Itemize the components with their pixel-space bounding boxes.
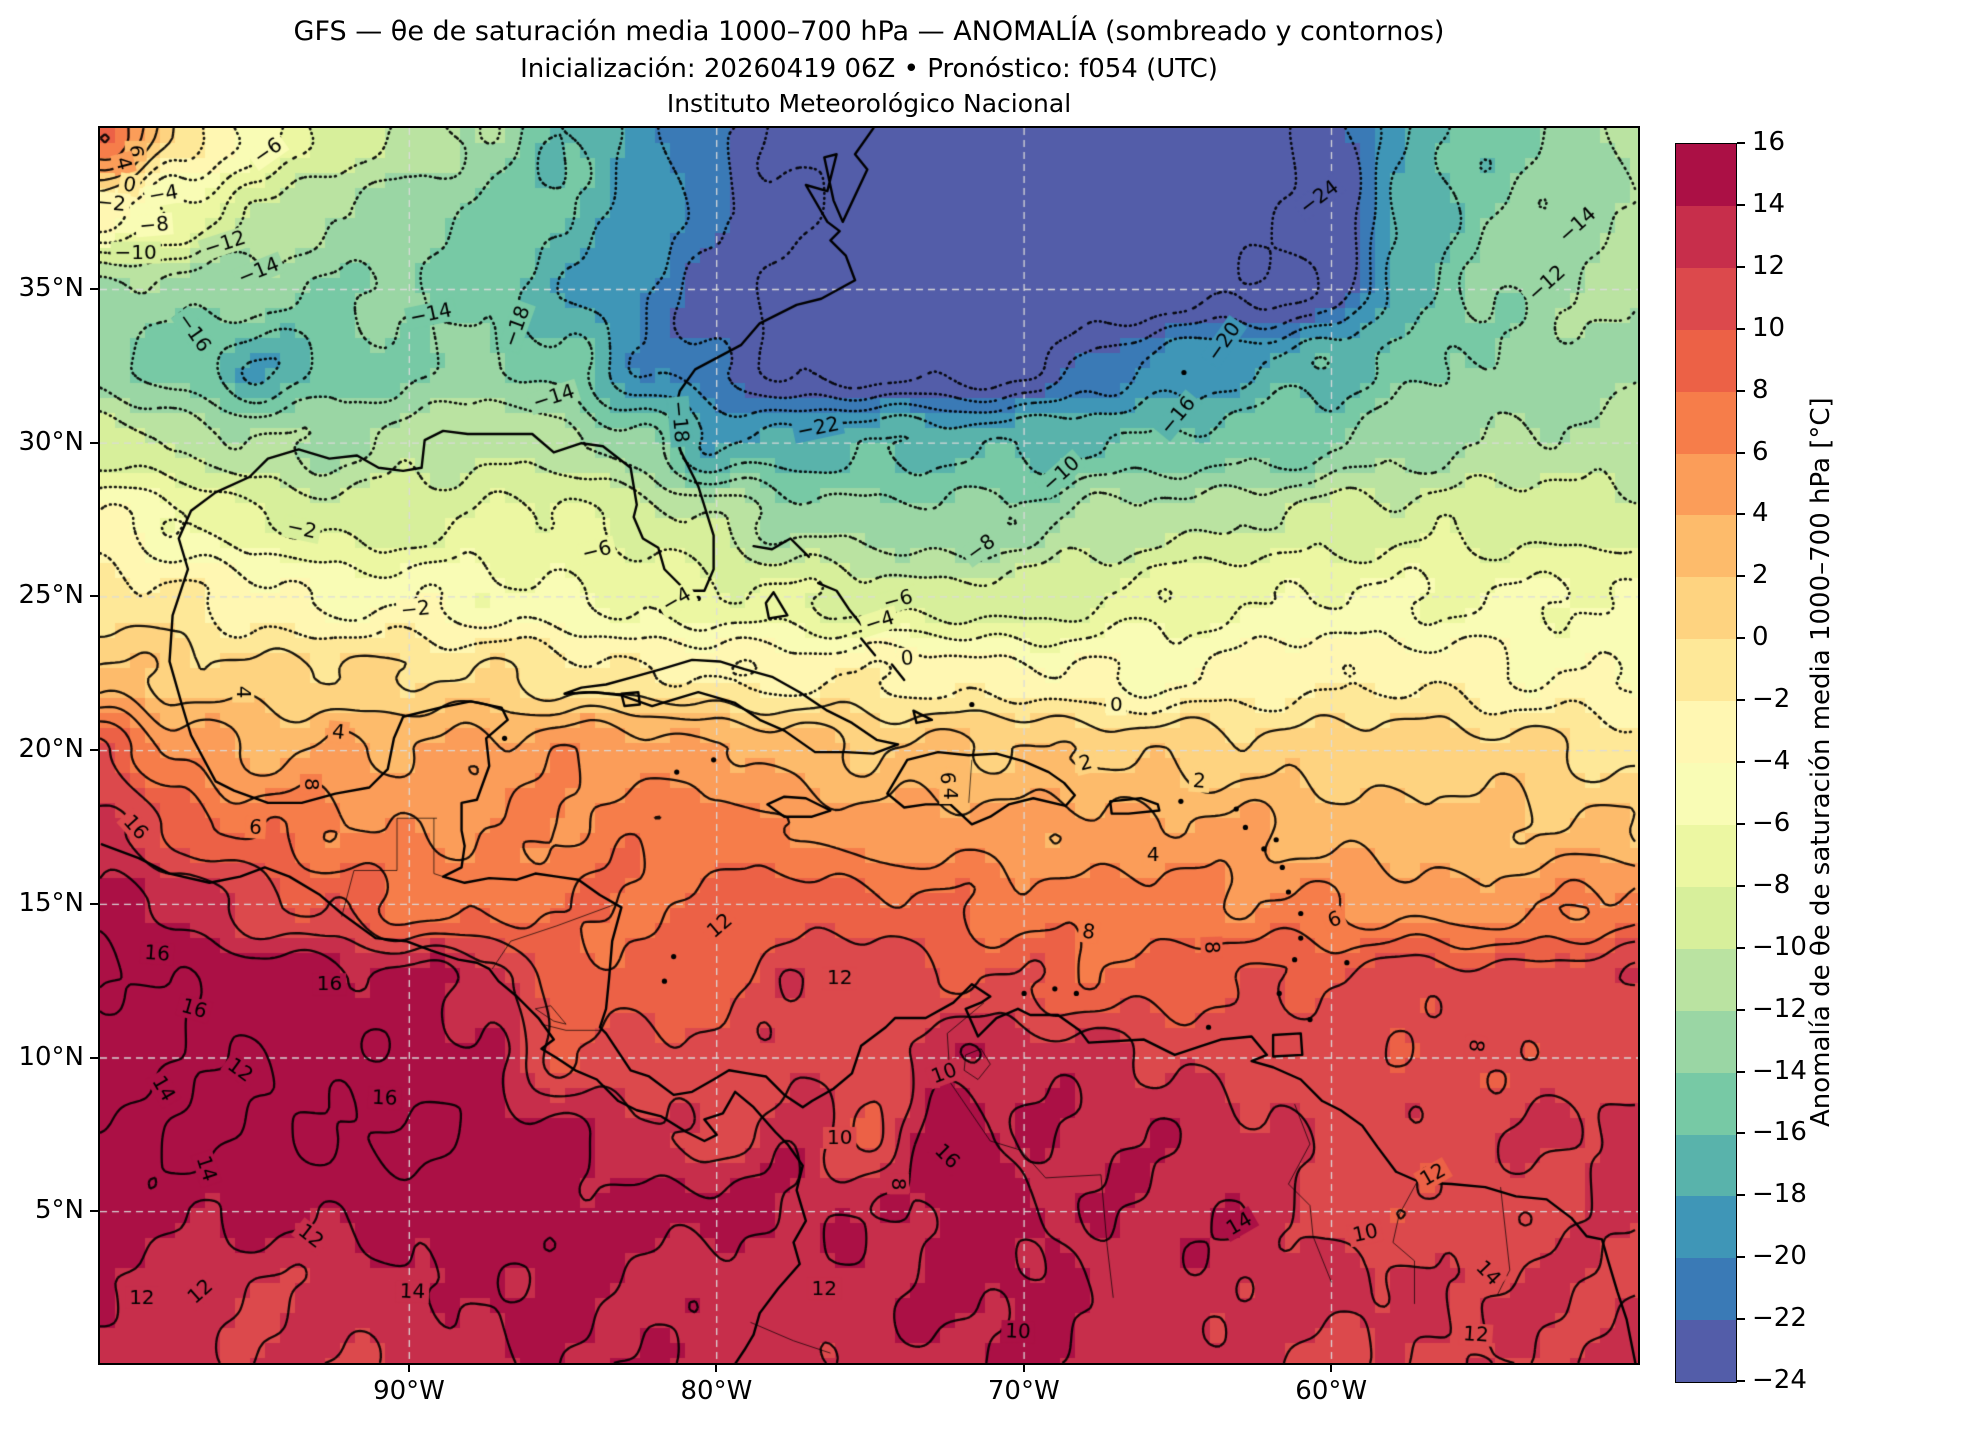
colorbar-tick-mark [1737, 1070, 1745, 1073]
colorbar-swatch [1676, 1072, 1736, 1135]
colorbar-swatch [1676, 824, 1736, 887]
colorbar-tick-label: 14 [1752, 188, 1786, 219]
colorbar-tick-mark [1737, 1256, 1745, 1259]
colorbar-tick-label: 8 [1752, 374, 1769, 405]
colorbar-tick-mark [1737, 575, 1745, 578]
plot-title: GFS — θe de saturación media 1000–700 hP… [293, 16, 1445, 47]
y-tick-label: 5°N [35, 1195, 84, 1226]
colorbar-tick-mark [1737, 203, 1745, 206]
colorbar-tick-mark [1737, 946, 1745, 949]
colorbar-tick-mark [1737, 327, 1745, 330]
x-tick-mark [408, 1364, 410, 1372]
colorbar-tick-label: −10 [1752, 931, 1807, 962]
x-tick-mark [1330, 1364, 1333, 1372]
colorbar-swatch [1676, 886, 1736, 949]
colorbar-tick-label: −4 [1752, 746, 1791, 776]
colorbar-swatch [1676, 453, 1736, 516]
colorbar-tick-mark [1737, 822, 1745, 825]
x-tick-mark [715, 1364, 718, 1372]
colorbar-swatch [1676, 1320, 1736, 1383]
colorbar-swatch [1676, 1134, 1736, 1197]
y-tick-label: 25°N [18, 580, 84, 611]
x-tick-mark [1022, 1364, 1025, 1372]
x-tick-label: 70°W [987, 1376, 1060, 1406]
y-tick-mark [90, 1056, 98, 1059]
colorbar-tick-label: −16 [1752, 1117, 1807, 1148]
colorbar-tick-label: 12 [1752, 250, 1786, 281]
colorbar-tick-label: 0 [1752, 622, 1769, 653]
colorbar-tick-mark [1737, 1318, 1745, 1321]
colorbar-swatch [1676, 329, 1736, 392]
y-tick-label: 15°N [18, 887, 84, 918]
y-tick-mark [90, 1210, 98, 1213]
y-tick-mark [90, 441, 98, 444]
colorbar-tick-label: −8 [1752, 869, 1791, 900]
colorbar-tick-mark [1737, 1008, 1745, 1011]
colorbar-swatch [1676, 391, 1736, 454]
plot-subtitle-institution: Instituto Meteorológico Nacional [666, 89, 1072, 118]
colorbar-tick-mark [1737, 1380, 1745, 1382]
y-tick-mark [90, 595, 98, 598]
colorbar-tick-label: −14 [1752, 1055, 1807, 1086]
y-tick-label: 10°N [18, 1041, 84, 1072]
colorbar-tick-label: 6 [1752, 436, 1769, 467]
colorbar-tick-mark [1737, 637, 1745, 640]
y-tick-mark [90, 902, 98, 905]
x-tick-label: 90°W [373, 1376, 445, 1406]
plot-subtitle-init-forecast: Inicialización: 20260419 06Z • Pronóstic… [520, 54, 1218, 84]
colorbar-tick-label: 16 [1752, 127, 1786, 157]
colorbar-tick-label: 10 [1752, 312, 1786, 343]
y-tick-label: 30°N [18, 426, 84, 457]
colorbar-tick-label: −2 [1752, 684, 1791, 715]
colorbar-swatch [1676, 267, 1736, 330]
y-tick-label: 35°N [18, 273, 84, 303]
x-tick-label: 80°W [680, 1376, 753, 1406]
colorbar-swatch [1676, 1010, 1736, 1073]
colorbar-tick-label: 2 [1752, 560, 1769, 591]
colorbar-tick-label: −22 [1752, 1303, 1807, 1334]
colorbar-tick-label: −18 [1752, 1179, 1807, 1210]
anomaly-contour-map-canvas [100, 128, 1638, 1363]
y-tick-mark [90, 288, 98, 290]
colorbar-tick-label: 4 [1752, 498, 1769, 529]
y-tick-label: 20°N [18, 734, 84, 765]
colorbar-tick-label: −12 [1752, 993, 1807, 1024]
colorbar-swatch [1676, 701, 1736, 764]
colorbar-swatch [1676, 1196, 1736, 1259]
colorbar-tick-mark [1737, 513, 1745, 516]
colorbar-tick-label: −24 [1752, 1365, 1807, 1395]
colorbar-tick-label: −6 [1752, 807, 1791, 838]
colorbar-axis-label: Anomalía de θe de saturación media 1000–… [1806, 397, 1836, 1127]
colorbar-tick-mark [1737, 389, 1745, 392]
colorbar-tick-mark [1737, 451, 1745, 454]
colorbar-swatch [1676, 1258, 1736, 1321]
map-plot-area [98, 126, 1640, 1365]
colorbar-tick-label: −20 [1752, 1241, 1807, 1272]
colorbar-tick-mark [1737, 1132, 1745, 1135]
colorbar-swatch [1676, 515, 1736, 578]
colorbar-tick-mark [1737, 1194, 1745, 1197]
x-tick-label: 60°W [1295, 1376, 1368, 1406]
colorbar [1675, 143, 1737, 1383]
colorbar-tick-mark [1737, 265, 1745, 268]
colorbar-tick-mark [1737, 142, 1745, 144]
colorbar-swatch [1676, 577, 1736, 640]
colorbar-tick-mark [1737, 761, 1745, 763]
colorbar-swatch [1676, 763, 1736, 825]
y-tick-mark [90, 749, 98, 752]
colorbar-swatch [1676, 948, 1736, 1011]
colorbar-swatch [1676, 144, 1736, 206]
colorbar-tick-mark [1737, 884, 1745, 887]
colorbar-swatch [1676, 639, 1736, 702]
colorbar-swatch [1676, 205, 1736, 268]
colorbar-tick-mark [1737, 699, 1745, 702]
